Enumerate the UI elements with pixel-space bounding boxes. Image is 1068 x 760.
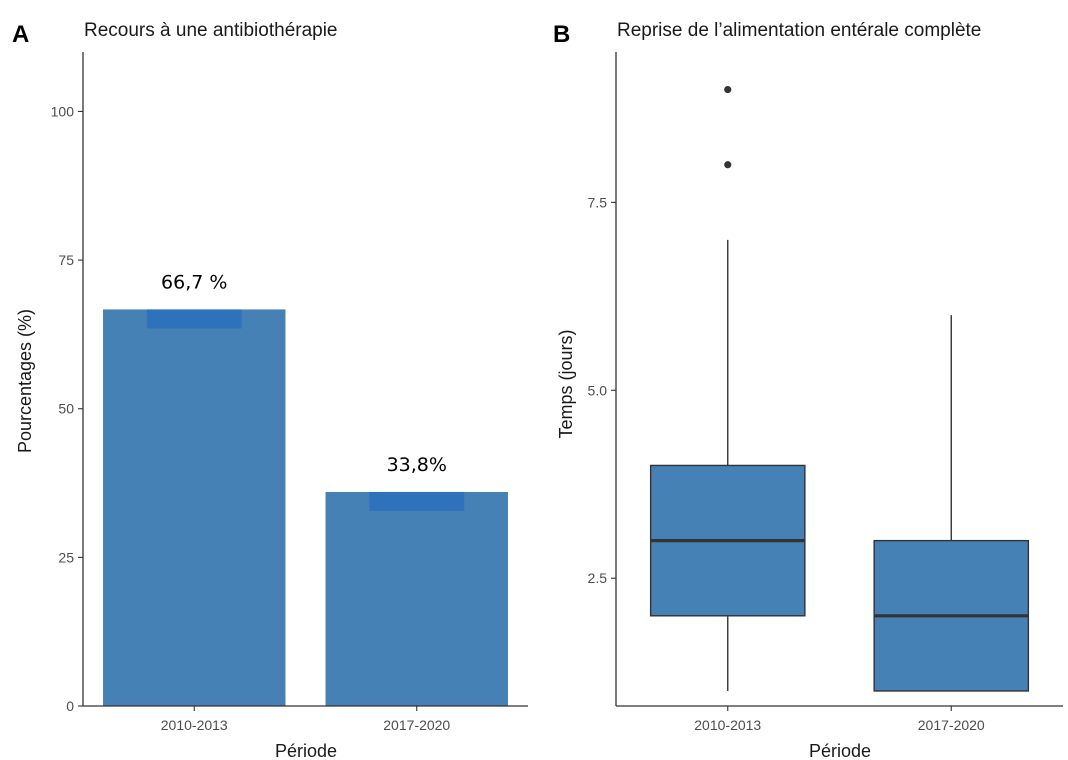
panel-b-letter: B: [553, 21, 570, 48]
y-tick-label-25: 25: [58, 549, 74, 565]
x-tick-label-2010-2013: 2010-2013: [694, 717, 761, 733]
bar-highlight-2010-2013: [146, 309, 242, 329]
panel-b-x-axis-title: Période: [809, 741, 871, 760]
bar-2017-2020: [325, 491, 508, 706]
panel-a-y-axis-title: Pourcentages (%): [15, 309, 35, 453]
y-tick-label-5.0: 5.0: [588, 382, 608, 398]
y-tick-label-75: 75: [58, 252, 74, 268]
bar-data-label-2017-2020: 33,8%: [387, 454, 447, 476]
y-tick-label-7.5: 7.5: [588, 194, 608, 210]
y-tick-label-50: 50: [58, 401, 74, 417]
panel-a-x-axis-title: Période: [275, 741, 337, 760]
outlier-point-2010-2013-0: [724, 161, 732, 169]
panel-b-boxplot: B Reprise de l’alimentation entérale com…: [553, 20, 1063, 760]
panel-a-title: Recours à une antibiothérapie: [84, 20, 338, 41]
panel-a-bar-chart: A Recours à une antibiothérapie Pourcent…: [12, 20, 528, 760]
x-tick-label-2017-2020: 2017-2020: [383, 717, 450, 733]
bar-2010-2013: [103, 309, 286, 706]
bar-data-label-2010-2013: 66,7 %: [161, 271, 227, 293]
panel-a-letter: A: [12, 21, 29, 48]
outlier-point-2010-2013-1: [724, 85, 732, 94]
panel-b-y-axis-title: Temps (jours): [556, 329, 576, 438]
x-tick-label-2010-2013: 2010-2013: [161, 717, 228, 733]
y-tick-label-0: 0: [66, 698, 74, 714]
x-tick-label-2017-2020: 2017-2020: [918, 717, 985, 733]
bar-highlight-2017-2020: [369, 491, 465, 511]
y-tick-label-2.5: 2.5: [588, 570, 608, 586]
panel-b-plot-area: 2010-2013 2017-2020 2.5 5.0 7.5: [588, 52, 1063, 733]
panel-a-plot-area: 66,7 % 2010-2013 33,8% 2017-2020 0 25 50 75 100: [51, 52, 528, 733]
panel-b-title: Reprise de l’alimentation entérale compl…: [617, 20, 981, 41]
y-tick-label-100: 100: [51, 103, 75, 119]
